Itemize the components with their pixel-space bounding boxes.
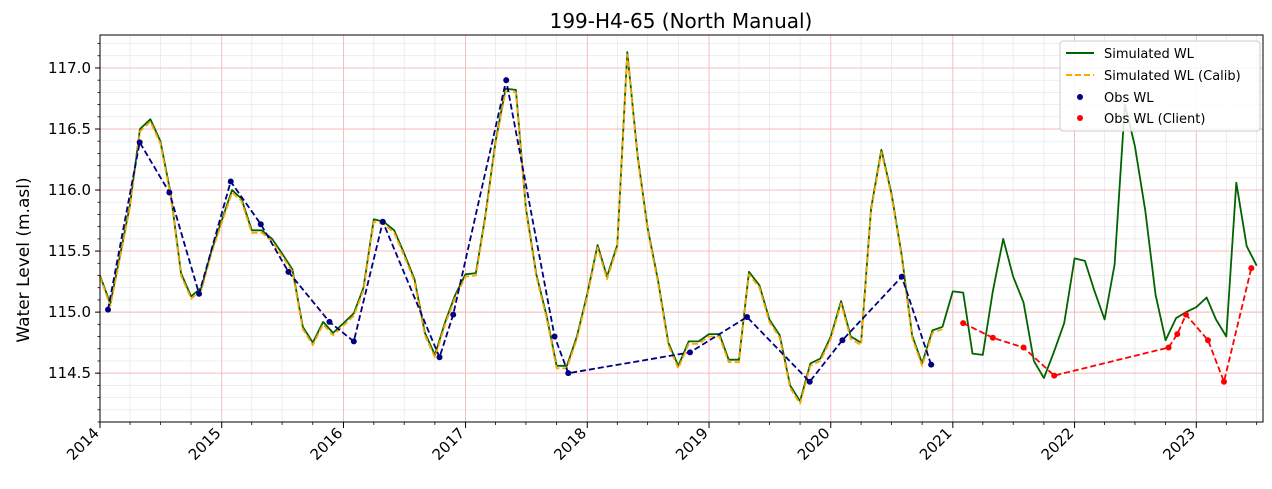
series-point-3 — [1051, 372, 1058, 379]
series-point-2 — [928, 361, 935, 368]
series-point-3 — [960, 320, 967, 327]
x-axis: 2014 2015 2016 2017 2018 2019 2020 2021 2022 2023 — [63, 422, 1258, 464]
chart-title: 199-H4-65 (North Manual) — [550, 9, 813, 33]
series-point-2 — [350, 338, 357, 345]
series-point-3 — [1174, 331, 1181, 338]
legend-label-simulated-calib: Simulated WL (Calib) — [1104, 69, 1241, 84]
x-tick-label: 2023 — [1159, 424, 1199, 464]
y-axis: 114.5 115.0 115.5 116.0 116.5 117.0 — [48, 43, 100, 423]
legend-label-simulated: Simulated WL — [1104, 47, 1195, 62]
series-point-2 — [503, 77, 510, 84]
series-point-2 — [806, 378, 813, 385]
series-point-2 — [285, 268, 292, 275]
x-tick-label: 2021 — [916, 424, 956, 464]
series-point-2 — [136, 139, 143, 146]
series-point-2 — [227, 178, 234, 185]
series-point-2 — [450, 311, 457, 318]
series-point-2 — [744, 314, 751, 321]
legend-box — [1059, 40, 1261, 132]
plot-frame — [99, 34, 1264, 423]
legend-label-obs-client: Obs WL (Client) — [1104, 112, 1205, 127]
y-tick-label: 116.0 — [48, 181, 91, 199]
series-point-3 — [1020, 344, 1027, 351]
series-point-3 — [1182, 311, 1189, 318]
y-axis-label: Water Level (m.asl) — [14, 177, 34, 342]
series-point-2 — [687, 349, 694, 356]
series-point-2 — [257, 221, 264, 228]
series-point-3 — [989, 334, 996, 341]
x-tick-label: 2015 — [185, 424, 225, 464]
series-point-3 — [1248, 265, 1255, 272]
series-point-2 — [565, 370, 572, 377]
legend-label-obs: Obs WL — [1104, 91, 1154, 106]
series-point-3 — [1165, 344, 1172, 351]
x-tick-label: 2018 — [550, 424, 590, 464]
y-tick-label: 114.5 — [48, 364, 91, 382]
series-point-2 — [379, 218, 386, 225]
y-tick-label: 116.5 — [48, 120, 91, 138]
x-tick-label: 2014 — [63, 424, 103, 464]
series-layer — [99, 51, 1258, 405]
major-grid — [99, 35, 1263, 422]
series-point-2 — [551, 333, 558, 340]
legend-swatch-obs — [1077, 94, 1083, 100]
series-point-2 — [326, 318, 333, 325]
series-point-2 — [105, 306, 112, 313]
series-point-2 — [196, 290, 203, 297]
x-tick-label: 2022 — [1038, 424, 1078, 464]
series-point-2 — [436, 354, 443, 361]
series-line-3 — [962, 267, 1253, 383]
series-point-3 — [1204, 337, 1211, 344]
x-tick-label: 2016 — [307, 424, 347, 464]
series-line-0 — [99, 51, 1258, 403]
series-point-2 — [898, 273, 905, 280]
series-point-3 — [1220, 378, 1227, 385]
series-point-2 — [839, 337, 846, 344]
series-point-2 — [166, 189, 173, 196]
legend-swatch-obs-client — [1077, 115, 1083, 121]
series-line-1 — [99, 53, 943, 405]
x-tick-label: 2017 — [429, 424, 469, 464]
x-tick-label: 2020 — [794, 424, 834, 464]
legend: Simulated WL Simulated WL (Calib) Obs WL… — [1059, 40, 1261, 132]
y-tick-label: 115.5 — [48, 242, 91, 260]
y-tick-label: 117.0 — [48, 59, 91, 77]
x-tick-label: 2019 — [672, 424, 712, 464]
y-tick-label: 115.0 — [48, 303, 91, 321]
